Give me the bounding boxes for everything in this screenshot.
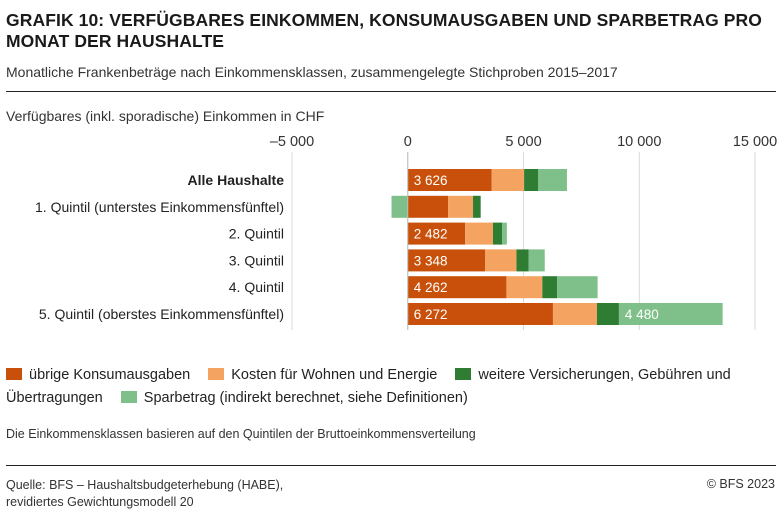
legend-item-sparbetrag: Sparbetrag (indirekt berechnet, siehe De…	[120, 390, 468, 406]
x-tick-label: –5 000	[270, 134, 314, 150]
x-axis-title: Verfügbares (inkl. sporadische) Einkomme…	[6, 108, 325, 124]
bar-segment	[492, 222, 503, 245]
bar-chart: –5 000 0 5 000 10 000 15 000 Alle Haushalte 3 …	[35, 134, 777, 330]
x-tick-label: 0	[404, 134, 412, 150]
source: Quelle: BFS – Haushaltsbudgeterhebung (H…	[6, 477, 406, 511]
bar-segment	[524, 169, 538, 191]
x-tick-label: 5 000	[505, 134, 541, 150]
legend-item-wohnen: Kosten für Wohnen und Energie	[208, 367, 437, 383]
legend-label-konsum: übrige Konsumausgaben	[29, 367, 191, 383]
source-line-2: revidiertes Gewichtungsmodell 20	[6, 495, 194, 509]
bottom-divider	[6, 465, 776, 466]
data-label: 6 272	[414, 307, 448, 322]
legend-label-wohnen: Kosten für Wohnen und Energie	[231, 367, 438, 383]
legend-item-versicherungen: weitere Versicherungen, Gebühren und Übe…	[6, 367, 731, 406]
data-label: 4 480	[625, 307, 659, 322]
bar-segment	[407, 276, 507, 299]
bar-segment	[407, 222, 466, 245]
copyright: © BFS 2023	[706, 477, 775, 491]
footnote: Die Einkommensklassen basieren auf den Q…	[6, 427, 476, 441]
bar-segment	[537, 169, 567, 191]
source-line-1: Quelle: BFS – Haushaltsbudgeterhebung (H…	[6, 478, 284, 492]
category-label: Alle Haushalte	[188, 172, 285, 188]
category-label: 3. Quintil	[229, 252, 284, 268]
x-tick-label: 15 000	[733, 134, 777, 150]
data-label: 3 348	[414, 253, 448, 268]
category-label: 4. Quintil	[229, 279, 284, 295]
bar-segment	[542, 276, 558, 299]
legend: übrige Konsumausgaben Kosten für Wohnen …	[6, 364, 776, 410]
bar-segment	[391, 195, 408, 218]
x-tick-label: 10 000	[617, 134, 661, 150]
bar-segment	[596, 303, 619, 325]
bar-segment	[506, 276, 543, 299]
bar-segment	[491, 169, 525, 191]
category-label: 1. Quintil (unterstes Einkommensfünftel)	[35, 199, 284, 215]
data-label: 3 626	[414, 173, 448, 188]
bar-segment	[618, 303, 723, 325]
bar-segment	[473, 195, 481, 218]
legend-swatch-konsum	[6, 368, 22, 380]
data-label: 4 262	[414, 280, 448, 295]
data-label: 2 482	[414, 227, 448, 242]
legend-swatch-sparbetrag	[120, 391, 137, 403]
bar-segment	[528, 249, 545, 272]
bar-segment	[407, 195, 449, 218]
bar-segment	[502, 222, 507, 245]
bar-segment	[407, 249, 486, 272]
legend-item-konsum: übrige Konsumausgaben	[6, 367, 190, 383]
chart-subtitle: Monatliche Frankenbeträge nach Einkommen…	[6, 64, 618, 80]
category-label: 5. Quintil (oberstes Einkommensfünftel)	[39, 306, 284, 322]
bar-segment	[516, 249, 529, 272]
bar-segment	[448, 195, 474, 218]
bar-segment	[557, 276, 598, 299]
bar-segment	[407, 303, 553, 325]
bar-segment	[485, 249, 517, 272]
chart-title: GRAFIK 10: VERFÜGBARES EINKOMMEN, KONSUM…	[6, 10, 763, 51]
category-label: 2. Quintil	[229, 226, 284, 242]
legend-label-versicherungen: weitere Versicherungen, Gebühren und Übe…	[6, 367, 731, 406]
legend-swatch-versicherungen	[455, 368, 472, 380]
bar-segment	[552, 303, 597, 325]
legend-label-sparbetrag: Sparbetrag (indirekt berechnet, siehe De…	[143, 390, 468, 406]
legend-swatch-wohnen	[208, 368, 225, 380]
bar-segment	[465, 222, 493, 245]
bar-segment	[407, 169, 492, 191]
top-divider	[6, 91, 776, 92]
